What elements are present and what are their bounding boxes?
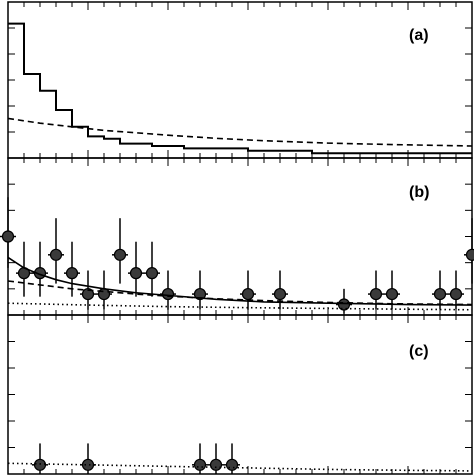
data-point: [273, 287, 287, 301]
data-point: [369, 287, 383, 301]
panel-b: [0, 157, 474, 316]
data-point: [33, 458, 47, 471]
data-point: [113, 248, 127, 261]
data-point: [49, 248, 63, 261]
data-point: [193, 458, 207, 471]
panel-a-label: (a): [409, 27, 429, 44]
data-point: [65, 267, 79, 280]
data-point: [129, 267, 143, 280]
data-point: [1, 230, 15, 243]
solid-curve: [7, 256, 473, 306]
dashed-curve: [7, 117, 473, 147]
data-point: [337, 298, 351, 311]
dashed-curve: [7, 280, 473, 306]
panel-frame: [7, 314, 473, 475]
data-point: [193, 287, 207, 301]
data-point: [241, 287, 255, 301]
data-point: [385, 287, 399, 301]
panel-b-label: (b): [409, 184, 429, 201]
data-point: [81, 287, 95, 301]
data-point: [161, 287, 175, 301]
panel-c-label: (c): [409, 343, 429, 360]
histogram-step: [8, 22, 472, 155]
data-point: [81, 458, 95, 471]
data-point: [97, 287, 111, 301]
panel-c: [7, 314, 473, 475]
panel-frame: [7, 1, 473, 159]
data-point: [465, 248, 474, 261]
data-point: [145, 267, 159, 280]
data-point: [449, 287, 463, 301]
data-point: [225, 458, 239, 471]
panel-frame: [7, 157, 473, 316]
data-point: [209, 458, 223, 471]
data-point: [433, 287, 447, 301]
panel-a: [7, 1, 473, 159]
